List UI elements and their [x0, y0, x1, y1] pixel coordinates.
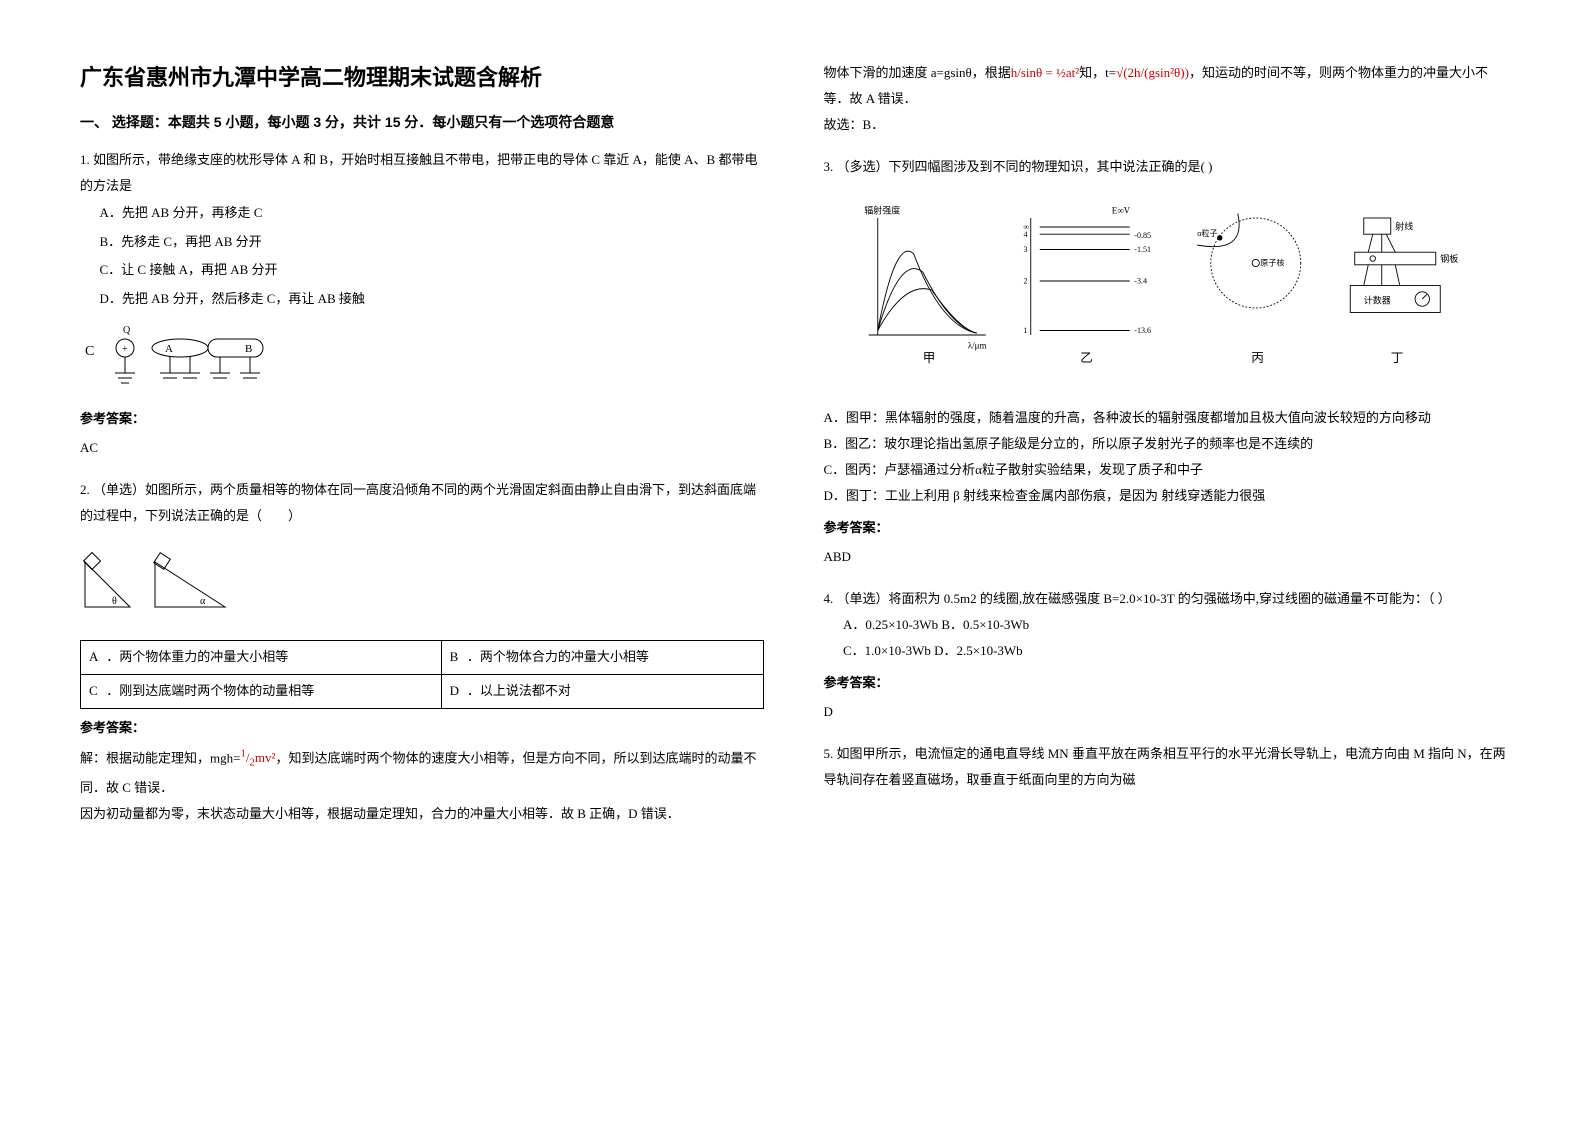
right-column: 物体下滑的加速度 a=gsinθ，根据h/sinθ = ½at²知，t=√(2h…	[794, 60, 1538, 1062]
q1-figure: Q + C A B	[80, 323, 764, 398]
q2-conclusion: 故选：B．	[824, 112, 1508, 138]
svg-text:E∞V: E∞V	[1111, 206, 1130, 216]
svg-text:3: 3	[1023, 245, 1027, 254]
cell-A-label: A	[89, 647, 103, 668]
q4-optCD: C．1.0×10-3Wb D．2.5×10-3Wb	[824, 638, 1508, 664]
svg-text:4: 4	[1023, 230, 1027, 239]
formula-h-sin: h/sinθ = ½at²	[1011, 65, 1079, 80]
q3-text: 3. （多选）下列四幅图涉及到不同的物理知识，其中说法正确的是( )	[824, 154, 1508, 180]
cell-A: A ．两个物体重力的冲量大小相等	[81, 641, 442, 675]
q2-sol1-prefix: 解：根据动能定理知，mgh=	[80, 750, 240, 765]
svg-text:1: 1	[1023, 326, 1027, 335]
circuit-diagram-icon: Q + C A B	[80, 323, 280, 393]
q3-optC: C．图丙：卢瑟福通过分析α粒子散射实验结果，发现了质子和中子	[824, 457, 1508, 483]
q1-optB: B．先移走 C，再把 AB 分开	[80, 228, 764, 257]
q1-answer: AC	[80, 435, 764, 461]
cell-D-label: D	[450, 681, 464, 702]
svg-text:-13.6: -13.6	[1134, 326, 1151, 335]
question-2: 2. （单选）如图所示，两个质量相等的物体在同一高度沿倾角不同的两个光滑固定斜面…	[80, 477, 764, 826]
q5-text: 5. 如图甲所示，电流恒定的通电直导线 MN 垂直平放在两条相互平行的水平光滑长…	[824, 741, 1508, 793]
q1-optC: C．让 C 接触 A，再把 AB 分开	[80, 256, 764, 285]
q4-optAB: A．0.25×10-3Wb B．0.5×10-3Wb	[824, 612, 1508, 638]
formula-sqrt: √(2h/(gsin²θ))	[1116, 65, 1189, 80]
physics-graphs-icon: 辐射强度 λ/μm 甲 E∞V -0.85 -1.51 -3.4 -13.	[824, 200, 1508, 380]
svg-text:C: C	[85, 344, 94, 359]
q1-text: 1. 如图所示，带绝缘支座的枕形导体 A 和 B，开始时相互接触且不带电，把带正…	[80, 147, 764, 199]
svg-text:α: α	[200, 596, 206, 607]
svg-text:计数器: 计数器	[1363, 295, 1390, 306]
cell-B-text: 两个物体合力的冲量大小相等	[480, 649, 649, 664]
cell-D-text: 以上说法都不对	[480, 683, 571, 698]
svg-text:A: A	[165, 343, 173, 355]
q2-solution-1: 解：根据动能定理知，mgh=1/2mv²，知到达底端时两个物体的速度大小相等，但…	[80, 744, 764, 801]
svg-text:原子核: 原子核	[1260, 258, 1284, 268]
incline-diagram-icon: θ α	[80, 547, 240, 617]
q3-optA: A．图甲：黑体辐射的强度，随着温度的升高，各种波长的辐射强度都增加且极大值向波长…	[824, 405, 1508, 431]
svg-text:钢板: 钢板	[1440, 253, 1458, 264]
svg-text:-3.4: -3.4	[1134, 277, 1147, 286]
q3-answer: ABD	[824, 544, 1508, 570]
section-1-header: 一、 选择题：本题共 5 小题，每小题 3 分，共计 15 分．每小题只有一个选…	[80, 112, 764, 132]
cell-C-label: C	[89, 681, 103, 702]
svg-text:射线: 射线	[1395, 221, 1413, 232]
q4-text: 4. （单选）将面积为 0.5m2 的线圈,放在磁感强度 B=2.0×10-3T…	[824, 586, 1508, 612]
left-column: 广东省惠州市九潭中学高二物理期末试题含解析 一、 选择题：本题共 5 小题，每小…	[50, 60, 794, 1062]
cell-C-text: 刚到达底端时两个物体的动量相等	[119, 683, 314, 698]
cell-D: D ．以上说法都不对	[441, 675, 763, 709]
q2-options-table: A ．两个物体重力的冲量大小相等 B ．两个物体合力的冲量大小相等 C ．刚到达…	[80, 640, 764, 709]
cell-B-label: B	[450, 647, 464, 668]
document-title: 广东省惠州市九潭中学高二物理期末试题含解析	[80, 60, 764, 92]
cell-A-text: 两个物体重力的冲量大小相等	[119, 649, 288, 664]
cell-C: C ．刚到达底端时两个物体的动量相等	[81, 675, 442, 709]
q3-optB: B．图乙：玻尔理论指出氢原子能级是分立的，所以原子发射光子的频率也是不连续的	[824, 431, 1508, 457]
question-3: 3. （多选）下列四幅图涉及到不同的物理知识，其中说法正确的是( ) 辐射强度 …	[824, 154, 1508, 570]
q1-optA: A．先把 AB 分开，再移走 C	[80, 199, 764, 228]
svg-text:丁: 丁	[1390, 351, 1403, 365]
q2-text: 2. （单选）如图所示，两个质量相等的物体在同一高度沿倾角不同的两个光滑固定斜面…	[80, 477, 764, 529]
svg-text:-0.85: -0.85	[1134, 231, 1151, 240]
svg-text:Q: Q	[123, 325, 131, 336]
svg-text:2: 2	[1023, 277, 1027, 286]
q3-answer-label: 参考答案：	[824, 517, 1508, 536]
q1-optD: D．先把 AB 分开，然后移走 C，再让 AB 接触	[80, 285, 764, 314]
formula-kinetic: 1/2mv²	[240, 750, 275, 765]
question-2-cont: 物体下滑的加速度 a=gsinθ，根据h/sinθ = ½at²知，t=√(2h…	[824, 60, 1508, 138]
table-row: A ．两个物体重力的冲量大小相等 B ．两个物体合力的冲量大小相等	[81, 641, 764, 675]
q2-sol3-prefix: 物体下滑的加速度 a=gsinθ，根据	[824, 65, 1011, 80]
svg-text:-1.51: -1.51	[1134, 245, 1151, 254]
svg-text:B: B	[245, 343, 252, 355]
q3-figure: 辐射强度 λ/μm 甲 E∞V -0.85 -1.51 -3.4 -13.	[824, 190, 1508, 395]
svg-text:丙: 丙	[1251, 351, 1264, 365]
svg-text:λ/μm: λ/μm	[967, 341, 986, 351]
q2-answer-label: 参考答案：	[80, 717, 764, 736]
svg-text:辐射强度: 辐射强度	[864, 205, 900, 216]
q2-solution-2: 因为初动量都为零，末状态动量大小相等，根据动量定理知，合力的冲量大小相等．故 B…	[80, 801, 764, 827]
q4-answer: D	[824, 699, 1508, 725]
cell-B: B ．两个物体合力的冲量大小相等	[441, 641, 763, 675]
svg-text:θ: θ	[112, 596, 117, 607]
svg-text:α粒子: α粒子	[1197, 228, 1217, 238]
svg-text:+: +	[122, 344, 128, 355]
svg-text:甲: 甲	[922, 351, 935, 365]
q1-answer-label: 参考答案：	[80, 408, 764, 427]
q2-solution-3: 物体下滑的加速度 a=gsinθ，根据h/sinθ = ½at²知，t=√(2h…	[824, 60, 1508, 112]
q2-sol3-mid: 知，t=	[1079, 65, 1116, 80]
question-4: 4. （单选）将面积为 0.5m2 的线圈,放在磁感强度 B=2.0×10-3T…	[824, 586, 1508, 725]
q3-optD: D．图丁：工业上利用 β 射线来检查金属内部伤痕，是因为 射线穿透能力很强	[824, 483, 1508, 509]
svg-text:乙: 乙	[1080, 351, 1093, 365]
question-1: 1. 如图所示，带绝缘支座的枕形导体 A 和 B，开始时相互接触且不带电，把带正…	[80, 147, 764, 461]
table-row: C ．刚到达底端时两个物体的动量相等 D ．以上说法都不对	[81, 675, 764, 709]
q4-answer-label: 参考答案：	[824, 672, 1508, 691]
question-5: 5. 如图甲所示，电流恒定的通电直导线 MN 垂直平放在两条相互平行的水平光滑长…	[824, 741, 1508, 793]
q2-figure: θ α	[80, 539, 764, 630]
